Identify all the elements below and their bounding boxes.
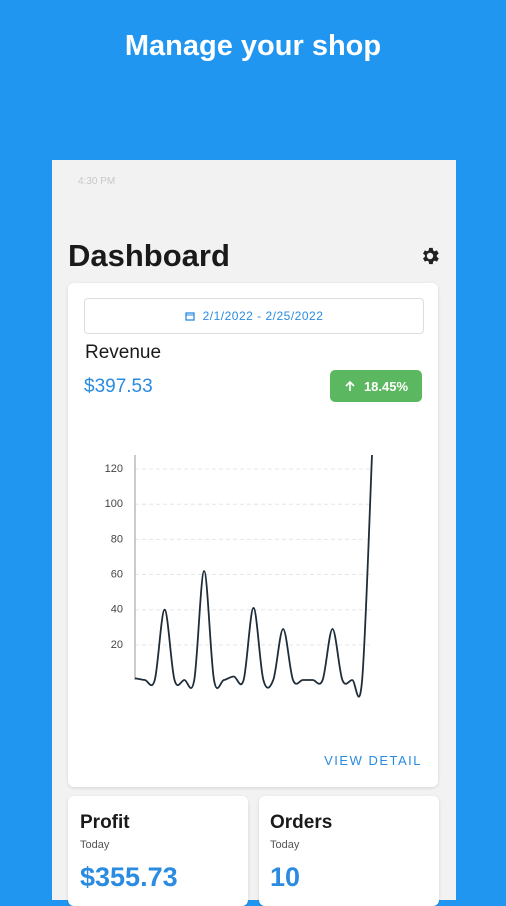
orders-card: Orders Today 10 [259,796,439,906]
card-title: Orders [270,812,333,833]
calendar-icon [184,312,195,321]
y-tick-label: 120 [105,463,123,475]
y-tick-label: 20 [111,639,123,651]
arrow-up [345,380,355,391]
view-detail[interactable]: VIEW DETAIL [324,753,422,768]
metric-amount: $397.53 [84,376,153,397]
metric-label: Revenue [85,342,162,363]
card-subtitle: Today [80,839,110,851]
hero-title: Manage your shop [124,30,382,62]
change-value: 18.45% [363,378,409,394]
status-time: 4:30 PM [78,176,116,187]
line [134,454,373,698]
y-tick-label: 100 [105,498,123,510]
y-tick-label: 80 [111,533,123,545]
date-range: 2/1/2022 - 2/25/2022 [202,309,324,323]
settings-icon[interactable] [419,245,441,267]
y-tick-label: 60 [111,568,123,580]
card-title: Profit [80,812,130,833]
card-value: 10 [270,862,301,892]
card-subtitle: Today [270,839,300,851]
y-tick-label: 40 [111,604,123,616]
profit-card: Profit Today $355.73 [68,796,248,906]
revenue-card [68,283,438,787]
date-picker[interactable]: 2/1/2022 - 2/25/2022 [84,298,424,334]
change-badge: 18.45% [330,370,422,402]
dashboard-title: Dashboard [68,238,230,273]
card-value: $355.73 [80,862,178,892]
